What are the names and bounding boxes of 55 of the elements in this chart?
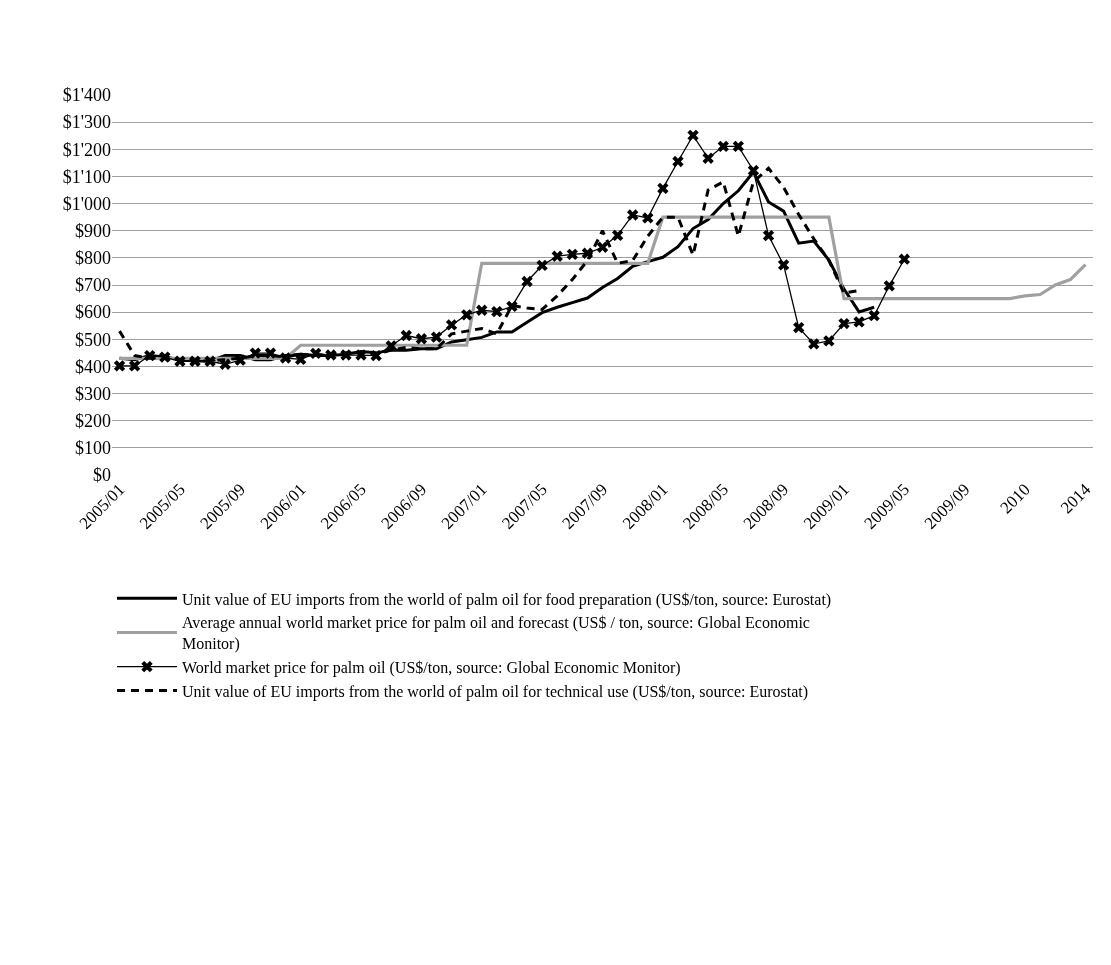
- point: [627, 209, 639, 221]
- point: [385, 340, 397, 352]
- y-tick-label: $1'100: [62, 166, 111, 187]
- point: [551, 250, 563, 262]
- y-tick-label: $600: [75, 302, 111, 323]
- y-tick-label: $1'000: [62, 193, 111, 214]
- point: [687, 129, 699, 142]
- point: [566, 248, 578, 260]
- point: [400, 329, 412, 342]
- y-tick-label: $900: [75, 221, 111, 242]
- point: [445, 319, 458, 331]
- legend-label: Unit value of EU imports from the world of palm oil for technical use (US$/ton, source: Eurostat): [182, 682, 809, 701]
- point: [898, 253, 911, 265]
- y-tick-label: $1'200: [62, 139, 111, 160]
- y-tick-label: $0: [93, 465, 111, 486]
- point: [611, 229, 624, 241]
- point: [536, 259, 548, 272]
- point: [461, 309, 473, 321]
- legend-label: World market price for palm oil (US$/ton, source: Global Economic Monitor): [182, 658, 681, 677]
- point: [762, 229, 775, 242]
- point: [868, 310, 880, 322]
- point: [476, 304, 488, 316]
- point: [672, 155, 684, 168]
- point: [128, 360, 141, 372]
- point: [777, 259, 790, 271]
- point: [279, 352, 292, 364]
- point: [883, 280, 895, 292]
- point: [491, 305, 503, 318]
- point: [838, 317, 850, 330]
- point: [823, 335, 835, 347]
- point: [717, 140, 729, 152]
- point: [521, 275, 533, 288]
- y-tick-label: $200: [75, 411, 111, 432]
- point: [702, 152, 714, 164]
- point: [596, 241, 609, 253]
- y-tick-label: $500: [75, 329, 111, 350]
- legend-label: Unit value of EU imports from the world of palm oil for food preparation (US$/ton, source: Eurostat): [182, 590, 832, 609]
- point: [747, 164, 760, 177]
- y-tick-label: $800: [75, 248, 111, 269]
- point: [793, 321, 805, 334]
- point: [657, 182, 669, 195]
- point: [853, 316, 865, 328]
- point: [732, 140, 744, 152]
- y-tick-label: $100: [75, 438, 111, 459]
- point: [642, 212, 654, 224]
- point: [415, 333, 428, 345]
- y-tick-label: $1'300: [62, 112, 111, 133]
- y-tick-label: $400: [75, 356, 111, 377]
- point: [430, 331, 443, 343]
- y-tick-label: $1'400: [62, 85, 111, 106]
- point: [113, 360, 126, 372]
- y-tick-label: $700: [75, 275, 111, 296]
- point: [808, 338, 820, 350]
- y-tick-label: $300: [75, 383, 111, 404]
- legend-label: Average annual world market price for palm oil and forecast (US$ / ton, source: Global Economic Monitor): [182, 614, 810, 654]
